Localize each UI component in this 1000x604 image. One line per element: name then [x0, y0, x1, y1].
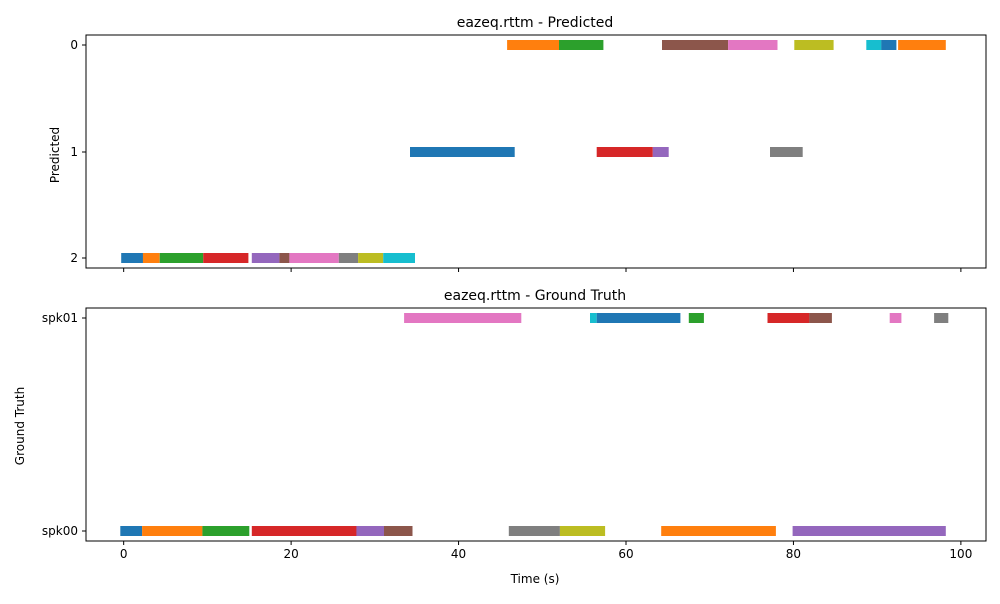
predicted-y-tick-label-1: 1 — [70, 145, 78, 159]
predicted-segment-17 — [770, 147, 803, 157]
ground-truth-segment-2 — [202, 526, 250, 536]
predicted-segment-5 — [279, 253, 290, 263]
predicted-segment-10 — [410, 147, 515, 157]
ground-truth-x-tick-label-5: 100 — [949, 547, 972, 561]
ground-truth-segment-11 — [661, 526, 776, 536]
predicted-y-tick-label-0: 0 — [70, 38, 78, 52]
ground-truth-segment-17 — [934, 313, 949, 323]
ground-truth-segment-15 — [792, 526, 946, 536]
predicted-segment-0 — [121, 253, 143, 263]
predicted-segment-18 — [794, 40, 834, 50]
predicted-segment-8 — [358, 253, 384, 263]
ground-truth-x-tick-label-4: 80 — [786, 547, 801, 561]
predicted-y-tick-label-2: 2 — [70, 251, 78, 265]
ground-truth-plot-frame — [85, 307, 987, 542]
predicted-segment-20 — [881, 40, 897, 50]
ground-truth-marks — [120, 313, 949, 536]
predicted-segment-15 — [662, 40, 729, 50]
ground-truth-segment-4 — [356, 526, 384, 536]
ground-truth-segment-6 — [404, 313, 522, 323]
ground-truth-x-tick-label-3: 60 — [618, 547, 633, 561]
predicted-axes: 0 1 2 — [70, 38, 962, 272]
ground-truth-segment-3 — [251, 526, 357, 536]
predicted-segment-1 — [142, 253, 160, 263]
ground-truth-segment-7 — [508, 526, 560, 536]
predicted-segment-16 — [728, 40, 778, 50]
ground-truth-segment-9 — [590, 313, 597, 323]
ground-truth-segment-12 — [688, 313, 704, 323]
predicted-segment-11 — [507, 40, 559, 50]
predicted-segment-7 — [338, 253, 359, 263]
ground-truth-segment-13 — [767, 313, 810, 323]
ground-truth-x-tick-label-0: 0 — [120, 547, 128, 561]
predicted-title: eazeq.rttm - Predicted — [457, 15, 614, 31]
x-axis-label: Time (s) — [510, 572, 560, 586]
ground-truth-x-tick-label-2: 40 — [451, 547, 466, 561]
predicted-segment-4 — [251, 253, 280, 263]
ground-truth-segment-5 — [384, 526, 413, 536]
ground-truth-panel: eazeq.rttm - Ground Truth Ground Truth s… — [13, 288, 987, 586]
predicted-segment-2 — [159, 253, 204, 263]
ground-truth-axes: spk01 spk00 0 20 40 60 80 100 — [42, 311, 972, 561]
ground-truth-y-tick-label-0: spk01 — [42, 311, 78, 325]
predicted-y-axis-label: Predicted — [48, 127, 62, 183]
ground-truth-segment-10 — [596, 313, 681, 323]
ground-truth-segment-0 — [120, 526, 143, 536]
ground-truth-y-tick-label-1: spk00 — [42, 524, 78, 538]
ground-truth-title: eazeq.rttm - Ground Truth — [444, 288, 626, 304]
predicted-segment-13 — [596, 147, 653, 157]
ground-truth-y-axis-label: Ground Truth — [13, 387, 27, 465]
ground-truth-segment-8 — [559, 526, 606, 536]
predicted-segment-3 — [203, 253, 249, 263]
predicted-panel: eazeq.rttm - Predicted Predicted 0 1 2 — [48, 15, 987, 272]
ground-truth-segment-14 — [809, 313, 832, 323]
predicted-plot-frame — [85, 34, 987, 269]
ground-truth-segment-16 — [889, 313, 902, 323]
ground-truth-x-tick-label-1: 20 — [283, 547, 298, 561]
predicted-segment-14 — [652, 147, 669, 157]
predicted-marks — [121, 40, 946, 263]
predicted-segment-9 — [383, 253, 415, 263]
predicted-segment-12 — [559, 40, 604, 50]
predicted-segment-21 — [898, 40, 946, 50]
predicted-segment-6 — [289, 253, 339, 263]
ground-truth-segment-1 — [142, 526, 203, 536]
predicted-segment-19 — [866, 40, 882, 50]
